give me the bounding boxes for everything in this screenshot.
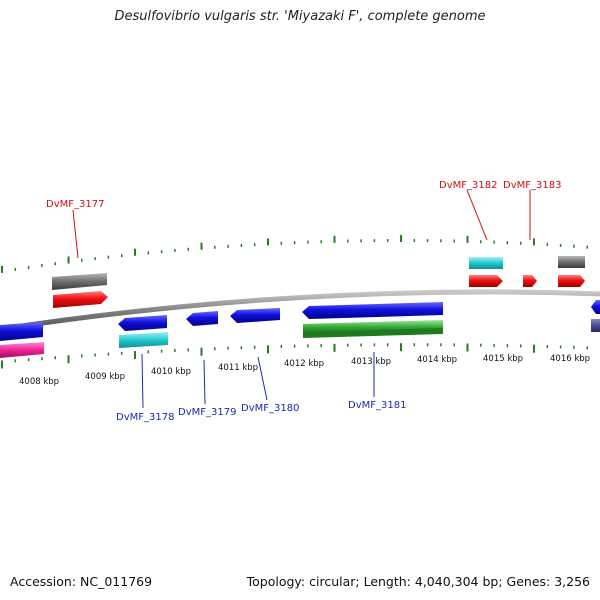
forward-genes (52, 256, 585, 308)
kbp-label: 4010 kbp (151, 367, 191, 377)
leader-line (203, 359, 206, 405)
genome-summary-text: Topology: circular; Length: 4,040,304 bp… (246, 574, 590, 589)
gene-feature-red (469, 275, 503, 287)
gene-feature-blue (230, 308, 280, 323)
kbp-label: 4011 kbp (218, 363, 258, 373)
kbp-label: 4013 kbp (351, 357, 391, 367)
gene-feature-red (558, 275, 585, 287)
gene-feature-magenta (0, 342, 44, 358)
kbp-label: 4009 kbp (85, 372, 125, 382)
gene-feature-green (303, 328, 443, 338)
gene-label-dvmf-3180: DvMF_3180 (241, 403, 299, 414)
accession-text: Accession: NC_011769 (10, 574, 153, 589)
kbp-label: 4008 kbp (19, 377, 59, 387)
gene-feature-red (523, 275, 537, 287)
gene-label-dvmf-3179: DvMF_3179 (178, 407, 236, 418)
gene-feature-blue (0, 322, 43, 341)
gene-feature-blue (302, 302, 443, 319)
backbone (0, 289, 600, 332)
reverse-genes (0, 300, 600, 358)
leader-line (466, 189, 488, 241)
gene-label-dvmf-3181: DvMF_3181 (348, 400, 406, 411)
leader-line (257, 356, 268, 401)
gene-feature-gray (52, 273, 107, 290)
gene-feature-gray (558, 256, 585, 268)
kbp-labels: 4008 kbp 4009 kbp 4010 kbp 4011 kbp 4012… (19, 354, 590, 387)
kbp-label: 4015 kbp (483, 354, 523, 364)
kbp-label: 4012 kbp (284, 359, 324, 369)
leader-line (141, 353, 144, 409)
gene-label-dvmf-3177: DvMF_3177 (46, 199, 104, 210)
outer-tick-ring (1, 235, 588, 273)
leader-line (72, 209, 79, 259)
bottom-gene-labels: DvMF_3178 DvMF_3179 DvMF_3180 DvMF_3181 (116, 352, 406, 423)
gene-label-dvmf-3183: DvMF_3183 (503, 180, 561, 191)
gene-feature-blue (186, 311, 218, 326)
gene-feature-blue (591, 300, 600, 314)
kbp-label: 4014 kbp (417, 355, 457, 365)
map-title: Desulfovibrio vulgaris str. 'Miyazaki F'… (114, 9, 486, 24)
inner-tick-ring (1, 343, 588, 369)
gene-feature-navy (591, 319, 600, 332)
gene-label-dvmf-3178: DvMF_3178 (116, 412, 174, 423)
gene-label-dvmf-3182: DvMF_3182 (439, 180, 497, 191)
gene-feature-blue (118, 315, 167, 331)
top-gene-labels: DvMF_3177 DvMF_3182 DvMF_3183 (46, 180, 561, 259)
gene-feature-cyan (119, 332, 168, 348)
gene-feature-red (53, 291, 108, 308)
kbp-label: 4016 kbp (550, 354, 590, 364)
gene-feature-cyan (469, 257, 503, 269)
